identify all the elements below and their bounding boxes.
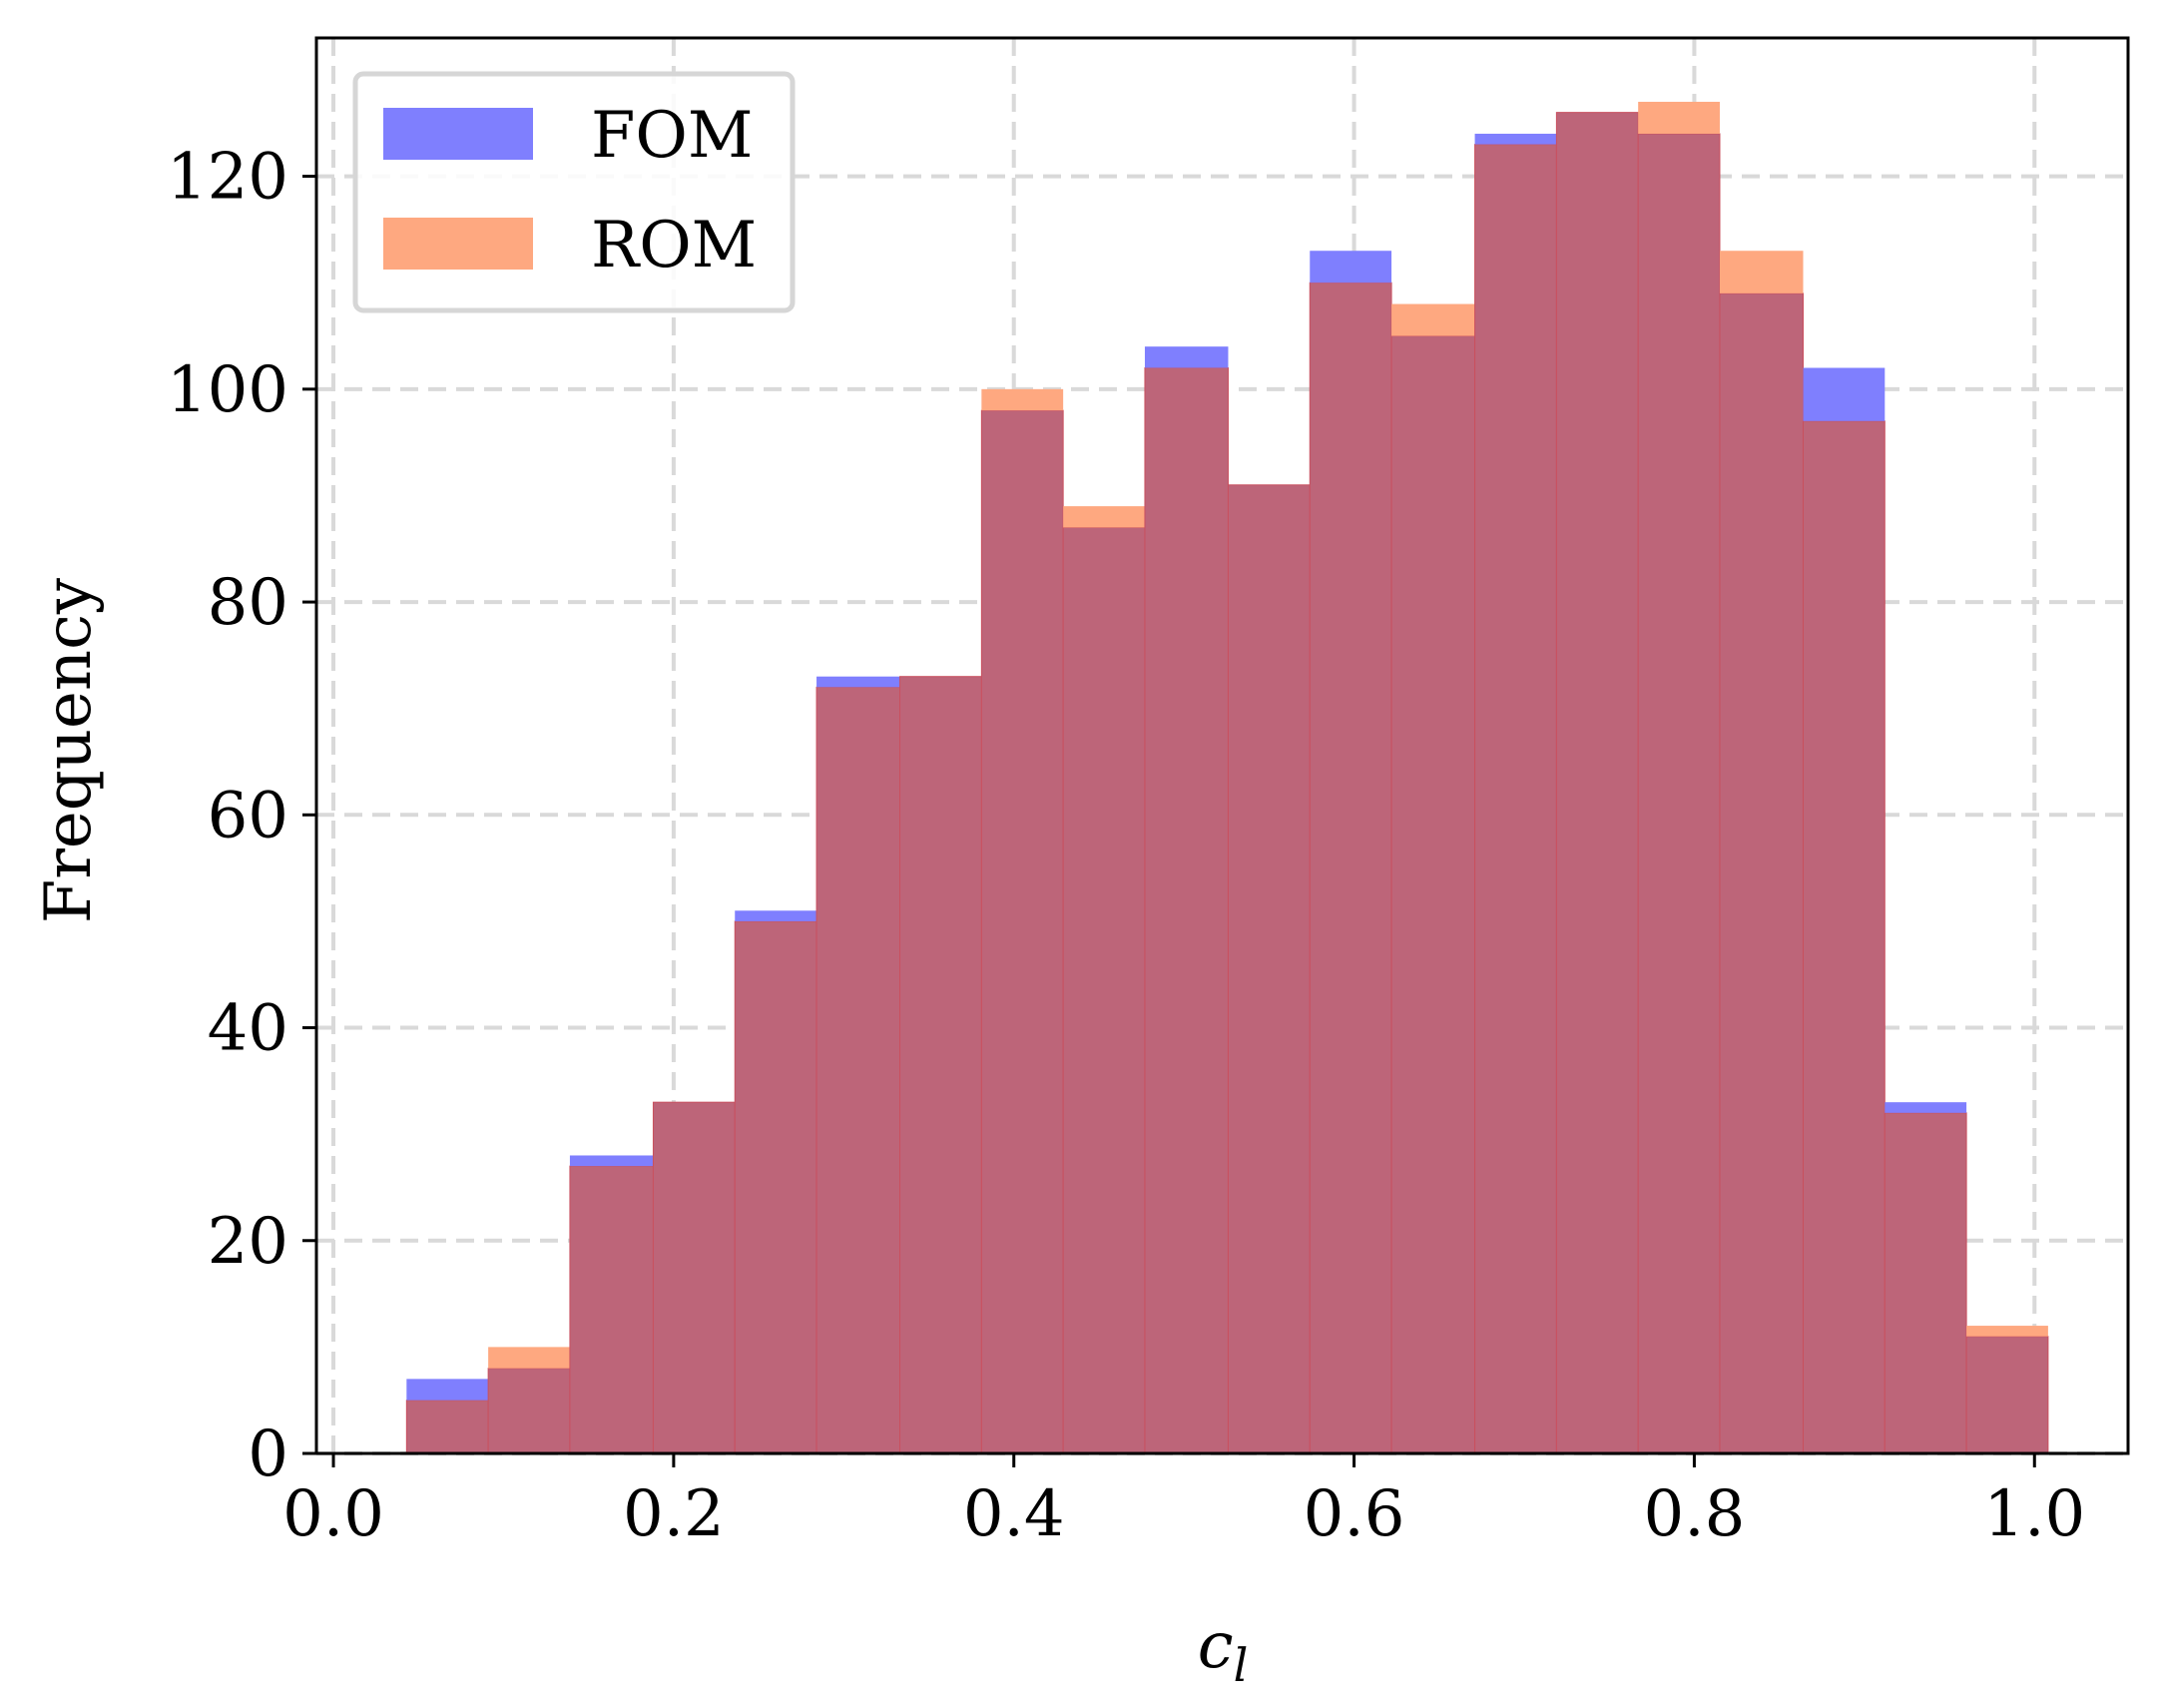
bar-overlap-6: [899, 676, 982, 1454]
bar-fom-excess-5: [816, 676, 900, 688]
bar-overlap-13: [1474, 144, 1557, 1454]
bar-rom-excess-15: [1638, 101, 1720, 134]
axes: [302, 36, 2130, 1467]
legend-swatch-fom: [383, 108, 533, 160]
x-tick-label-4: 0.8: [1644, 1477, 1746, 1551]
bar-overlap-10: [1227, 484, 1311, 1454]
bar-fom-excess-9: [1144, 346, 1229, 368]
bar-rom-excess-12: [1391, 303, 1475, 336]
bar-rom-excess-16: [1719, 251, 1804, 293]
y-tick-label-0: 0: [248, 1418, 288, 1491]
bar-rom-excess-7: [981, 388, 1064, 411]
x-axis-label-main: c: [1198, 1609, 1234, 1683]
x-tick-label-2: 0.4: [963, 1477, 1065, 1551]
x-tick-label-0: 0.0: [282, 1477, 384, 1551]
bar-overlap-0: [405, 1400, 489, 1454]
bar-overlap-8: [1062, 526, 1146, 1454]
bar-overlap-14: [1555, 112, 1639, 1454]
bar-overlap-19: [1965, 1336, 2049, 1454]
y-tick-label-6: 120: [167, 141, 288, 215]
histogram-bars: [405, 101, 2049, 1454]
bar-overlap-9: [1144, 367, 1229, 1454]
y-tick-label-3: 60: [208, 779, 288, 853]
y-tick-label-4: 80: [208, 566, 288, 640]
y-tick-label-5: 100: [167, 353, 288, 427]
bar-rom-excess-19: [1966, 1326, 2048, 1337]
bar-rom-excess-1: [488, 1347, 570, 1369]
bar-overlap-5: [815, 686, 901, 1454]
legend-label-fom: FOM: [591, 99, 753, 173]
bar-overlap-2: [569, 1165, 654, 1454]
bar-fom-excess-4: [735, 910, 817, 921]
x-axis-label: cl: [1198, 1609, 1249, 1692]
tick-labels: 0.0 0.2 0.4 0.6 0.8 1.0 0 20 40 60 80 100 120: [167, 141, 2085, 1551]
bar-overlap-18: [1884, 1112, 1967, 1454]
bar-fom-excess-13: [1474, 133, 1557, 145]
bar-overlap-4: [734, 920, 817, 1454]
y-tick-label-2: 40: [208, 992, 288, 1066]
x-tick-label-1: 0.2: [623, 1477, 725, 1551]
bar-overlap-17: [1802, 420, 1886, 1454]
bar-fom-excess-18: [1885, 1102, 1967, 1113]
bar-fom-excess-17: [1803, 367, 1886, 421]
bar-overlap-12: [1390, 335, 1476, 1454]
bar-overlap-7: [980, 409, 1064, 1454]
legend-label-rom: ROM: [591, 209, 757, 283]
bar-fom-excess-11: [1310, 251, 1392, 284]
legend-swatch-rom: [383, 218, 533, 270]
x-tick-label-3: 0.6: [1304, 1477, 1405, 1551]
x-axis-label-subscript: l: [1234, 1638, 1249, 1692]
bar-overlap-11: [1309, 282, 1392, 1454]
legend: FOM ROM: [352, 71, 796, 313]
bar-overlap-3: [652, 1101, 736, 1454]
bar-overlap-15: [1637, 133, 1721, 1454]
bar-fom-excess-2: [569, 1155, 654, 1167]
bar-overlap-1: [487, 1368, 571, 1454]
bar-fom-excess-0: [406, 1379, 489, 1401]
y-axis-label: Frequency: [32, 578, 106, 923]
y-tick-label-1: 20: [208, 1205, 288, 1279]
bar-rom-excess-8: [1063, 506, 1145, 528]
bar-overlap-16: [1719, 292, 1804, 1454]
plot-frame: [314, 36, 2130, 1455]
x-tick-label-5: 1.0: [1983, 1477, 2085, 1551]
